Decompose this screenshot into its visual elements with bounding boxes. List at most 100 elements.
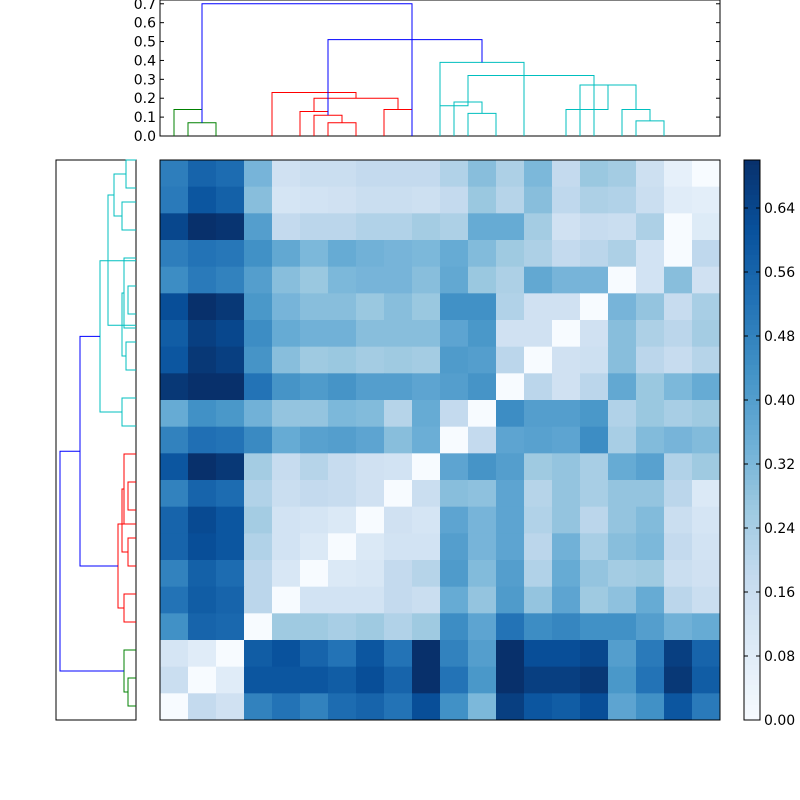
- heatmap-cell: [384, 613, 413, 641]
- colorbar-segment: [744, 525, 760, 531]
- colorbar-segment: [744, 435, 760, 441]
- heatmap-cell: [608, 266, 637, 294]
- colorbar-segment: [744, 420, 760, 426]
- heatmap-cell: [412, 373, 441, 401]
- colorbar-segment: [744, 215, 760, 221]
- heatmap-cell: [524, 346, 553, 374]
- heatmap-cell: [328, 613, 357, 641]
- colorbar-segment: [744, 440, 760, 446]
- heatmap-cell: [664, 213, 693, 241]
- heatmap-cell: [300, 160, 329, 188]
- colorbar-segment: [744, 675, 760, 681]
- heatmap-cell: [580, 373, 609, 401]
- colorbar-segment: [744, 325, 760, 331]
- heatmap-cell: [328, 320, 357, 348]
- heatmap-cell: [608, 426, 637, 454]
- heatmap-cell: [580, 506, 609, 534]
- heatmap-cell: [188, 426, 217, 454]
- heatmap-cell: [664, 666, 693, 694]
- left-dendrogram-link: [127, 285, 136, 315]
- heatmap-cell: [580, 240, 609, 268]
- heatmap-cell: [328, 373, 357, 401]
- heatmap-cell: [216, 240, 245, 268]
- heatmap-cell: [636, 613, 665, 641]
- heatmap-cell: [412, 480, 441, 508]
- heatmap-cell: [188, 186, 217, 214]
- colorbar: 0.00 0.08 0.16 0.24 0.32 0.40 0.48 0.56 0.64: [743, 159, 795, 729]
- heatmap-cell: [496, 400, 525, 428]
- heatmap-cell: [608, 346, 637, 374]
- heatmap-cell: [244, 346, 273, 374]
- heatmap-cell: [552, 613, 581, 641]
- colorbar-tick-label: 0.00: [764, 713, 795, 729]
- colorbar-segment: [744, 480, 760, 486]
- heatmap-cell: [328, 266, 357, 294]
- heatmap-cell: [552, 400, 581, 428]
- heatmap-cell: [552, 640, 581, 668]
- heatmap-cell: [440, 666, 469, 694]
- heatmap-cell: [636, 480, 665, 508]
- heatmap-cell: [692, 480, 721, 508]
- top-dendrogram-tick-label: 0.1: [134, 110, 156, 126]
- colorbar-segment: [744, 645, 760, 651]
- heatmap-cell: [328, 453, 357, 481]
- heatmap-cell: [272, 453, 301, 481]
- colorbar-segment: [744, 185, 760, 191]
- heatmap-cell: [384, 426, 413, 454]
- colorbar-segment: [744, 505, 760, 511]
- heatmap-cell: [440, 586, 469, 614]
- heatmap-cell: [356, 693, 385, 721]
- heatmap-cell: [496, 346, 525, 374]
- heatmap-cell: [468, 266, 497, 294]
- heatmap-cell: [356, 213, 385, 241]
- heatmap-cell: [244, 560, 273, 588]
- left-dendrogram-link: [127, 481, 136, 511]
- heatmap-cell: [496, 506, 525, 534]
- heatmap-cell: [160, 293, 189, 321]
- heatmap-cell: [216, 346, 245, 374]
- heatmap-cell: [608, 240, 637, 268]
- colorbar-segment: [744, 225, 760, 231]
- colorbar-segment: [744, 560, 760, 566]
- heatmap-cell: [188, 373, 217, 401]
- heatmap-cell: [300, 506, 329, 534]
- colorbar-segment: [744, 170, 760, 176]
- heatmap-cell: [300, 426, 329, 454]
- heatmap-cell: [160, 453, 189, 481]
- colorbar-segment: [744, 575, 760, 581]
- colorbar-segment: [744, 550, 760, 556]
- heatmap-cell: [552, 666, 581, 694]
- heatmap-cell: [524, 373, 553, 401]
- heatmap-cell: [440, 186, 469, 214]
- heatmap-cell: [440, 453, 469, 481]
- top-dendrogram-link: [439, 61, 525, 136]
- heatmap-cell: [272, 640, 301, 668]
- heatmap-cell: [524, 693, 553, 721]
- colorbar-segment: [744, 595, 760, 601]
- heatmap-cell: [412, 426, 441, 454]
- heatmap-cell: [692, 426, 721, 454]
- heatmap-cell: [468, 400, 497, 428]
- colorbar-segment: [744, 340, 760, 346]
- heatmap-cell: [272, 400, 301, 428]
- heatmap-cell: [664, 560, 693, 588]
- heatmap-cell: [188, 293, 217, 321]
- heatmap-cell: [580, 293, 609, 321]
- colorbar-segment: [744, 460, 760, 466]
- top-dendrogram-link: [635, 120, 665, 136]
- heatmap-cell: [440, 506, 469, 534]
- colorbar-segment: [744, 565, 760, 571]
- colorbar-segment: [744, 260, 760, 266]
- heatmap-cell: [552, 266, 581, 294]
- heatmap-cell: [664, 240, 693, 268]
- colorbar-segment: [744, 630, 760, 636]
- heatmap-cell: [244, 213, 273, 241]
- heatmap-cell: [328, 426, 357, 454]
- colorbar-segment: [744, 230, 760, 236]
- heatmap-cell: [552, 586, 581, 614]
- colorbar-segment: [744, 315, 760, 321]
- top-dendrogram-tick-label: 0.6: [134, 16, 156, 32]
- heatmap-cell: [692, 240, 721, 268]
- colorbar-segment: [744, 345, 760, 351]
- heatmap-cell: [608, 373, 637, 401]
